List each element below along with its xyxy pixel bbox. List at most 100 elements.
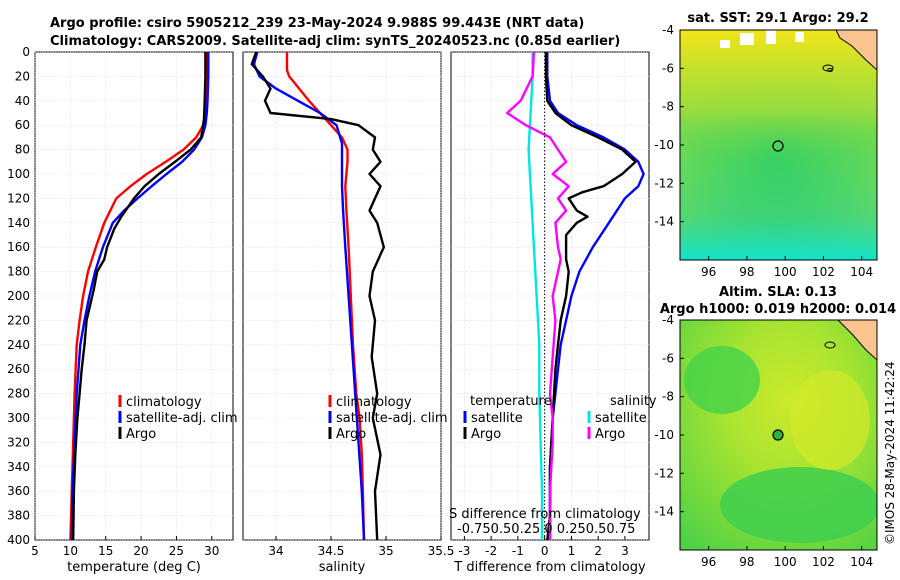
x-tick-label: 20 [133, 544, 148, 558]
sst-map [680, 30, 877, 260]
y-tick-label: -8 [662, 100, 674, 114]
diff-note-line2: -0.750.50.25 0 0.250.50.75 [457, 522, 635, 537]
temperature-xlabel: temperature (deg C) [67, 560, 201, 575]
legend-label-sal-satellite: satellite [595, 411, 647, 426]
y-tick-label: 260 [7, 362, 30, 376]
x-tick-label: 102 [812, 265, 835, 279]
x-tick-label: 35.5 [428, 544, 455, 558]
island-contour [827, 68, 833, 72]
legend-label-climatology: climatology [126, 395, 202, 410]
legend-label-climatology: climatology [336, 395, 412, 410]
y-tick-label: -4 [662, 23, 674, 37]
x-tick-label: 34 [268, 544, 283, 558]
x-tick-label: -2 [485, 544, 497, 558]
x-tick-label: 10 [63, 544, 78, 558]
land-sumatra [835, 30, 877, 71]
x-tick-label: 98 [739, 265, 754, 279]
difference-xlabel: T difference from climatology [453, 560, 646, 575]
x-tick-label: 35 [378, 544, 393, 558]
x-tick-label: 30 [204, 544, 219, 558]
legend-label-temp-satellite: satellite [471, 411, 523, 426]
y-tick-label: 400 [7, 533, 30, 547]
y-tick-label: -10 [654, 138, 674, 152]
y-tick-label: 80 [15, 143, 30, 157]
figure-title-line1: Argo profile: csiro 5905212_239 23-May-2… [50, 16, 584, 31]
sla_map-axes: 96 98 100 102 104 -4 -6 -8 -10 -12 -14 [654, 313, 873, 569]
y-tick-label: 140 [7, 216, 30, 230]
sst-cool-band [680, 30, 877, 260]
y-tick-label: -14 [654, 215, 674, 229]
argo-position-marker [772, 429, 784, 441]
y-tick-label: 280 [7, 387, 30, 401]
x-tick-label: 25 [169, 544, 184, 558]
series-climatology [285, 52, 366, 540]
legend-label-temp-argo: Argo [471, 427, 501, 442]
y-tick-label: 0 [22, 45, 30, 59]
sla-map [680, 320, 877, 550]
y-tick-label: 160 [7, 240, 30, 254]
ticks-layer: 5 10 15 20 25 3002040608010012014016018020022… [7, 45, 629, 558]
x-tick-label: 0 [541, 544, 549, 558]
x-tick-label: 104 [850, 265, 873, 279]
x-tick-label: 3 [621, 544, 629, 558]
difference-series-group [506, 52, 645, 540]
y-tick-label: 100 [7, 167, 30, 181]
x-tick-label: 100 [774, 265, 797, 279]
sst_map-axes: 96 98 100 102 104 -4 -6 -8 -10 -12 -14 [654, 23, 873, 279]
sst-map-title: sat. SST: 29.1 Argo: 29.2 [687, 11, 868, 26]
sla-map-title: Altim. SLA: 0.13 [719, 285, 837, 300]
legend-label-satellite: satellite-adj. clim [126, 411, 238, 426]
x-tick-label: 2 [594, 544, 602, 558]
series-temperature-argo [544, 52, 637, 540]
land-sumatra [837, 320, 877, 361]
x-tick-label: 98 [739, 555, 754, 569]
x-tick-label: 96 [701, 555, 716, 569]
y-tick-label: 180 [7, 265, 30, 279]
y-tick-label: -12 [654, 466, 674, 480]
y-tick-label: 120 [7, 191, 30, 205]
cloud-gap [720, 40, 730, 48]
cloud-gap [740, 33, 754, 45]
y-tick-label: 320 [7, 435, 30, 449]
x-tick-label: 15 [98, 544, 113, 558]
series-salinity-satellite [527, 52, 544, 540]
y-tick-label: 60 [15, 118, 30, 132]
sla-high-patch [790, 370, 870, 470]
series-layer [69, 52, 645, 540]
argo-position-marker [772, 140, 784, 152]
diff-note-line1: S difference from climatology [449, 507, 641, 522]
legend-head-temperature: temperature [470, 394, 552, 409]
legend-salinity: climatology satellite-adj. clim Argo [328, 395, 448, 442]
series-argo [250, 52, 385, 540]
legend-label-argo: Argo [126, 427, 156, 442]
imos-credit: ©IMOS 28-May-2024 11:42:24 [883, 361, 897, 545]
x-tick-label: 5 [31, 544, 39, 558]
x-tick-label: 100 [774, 555, 797, 569]
y-tick-label: 360 [7, 484, 30, 498]
legend-difference: temperature salinity satellite Argo sate… [449, 394, 657, 537]
y-tick-label: 300 [7, 411, 30, 425]
sla-map-subtitle: Argo h1000: 0.019 h2000: 0.014 [660, 302, 896, 317]
x-tick-label: 34.5 [318, 544, 345, 558]
legend-label-sal-argo: Argo [595, 427, 625, 442]
island-contour [824, 341, 836, 349]
x-tick-label: -1 [512, 544, 524, 558]
series-argo [72, 52, 207, 540]
y-tick-label: 340 [7, 460, 30, 474]
x-tick-label: 102 [812, 555, 835, 569]
x-tick-label: 1 [568, 544, 576, 558]
legend-label-argo: Argo [336, 427, 366, 442]
legend-head-salinity: salinity [610, 394, 657, 409]
sla-low-patch [720, 467, 877, 543]
y-tick-label: 20 [15, 69, 30, 83]
x-tick-label: -3 [458, 544, 470, 558]
y-tick-label: -12 [654, 176, 674, 190]
x-tick-label: 96 [701, 265, 716, 279]
legend-label-satellite: satellite-adj. clim [336, 411, 448, 426]
salinity-series-group [250, 52, 385, 540]
series-satellite-adj-clim [252, 52, 366, 540]
y-tick-label: 220 [7, 313, 30, 327]
cloud-gap [766, 30, 776, 44]
cloud-gap [795, 32, 804, 42]
